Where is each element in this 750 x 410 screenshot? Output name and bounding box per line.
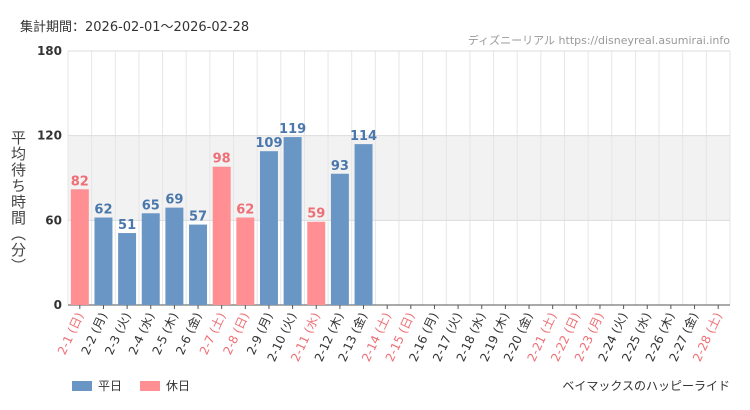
bar — [307, 221, 326, 305]
data-label: 109 — [255, 136, 282, 151]
bar — [118, 233, 137, 305]
legend-swatch-weekday — [72, 380, 92, 391]
legend-label-weekday: 平日 — [98, 379, 123, 393]
y-axis-label: 平均待ち時間（分） — [9, 130, 27, 274]
data-label: 114 — [350, 129, 377, 144]
data-label: 62 — [236, 203, 254, 218]
data-label: 62 — [94, 203, 112, 218]
legend-item-holiday: 休日 — [140, 377, 190, 394]
ride-name: ベイマックスのハッピーライド — [562, 379, 730, 393]
bar — [330, 173, 349, 305]
bar — [283, 137, 302, 305]
bar — [70, 189, 89, 305]
bar — [94, 217, 113, 305]
data-label: 59 — [307, 207, 325, 222]
bar — [141, 213, 160, 305]
data-label: 119 — [279, 122, 306, 137]
legend: 平日 休日 — [72, 377, 190, 394]
bar — [189, 224, 208, 305]
bar — [354, 144, 373, 305]
data-label: 93 — [331, 159, 349, 174]
legend-item-weekday: 平日 — [72, 377, 122, 394]
data-label: 65 — [142, 198, 160, 213]
period-label: 集計期間：2026-02-01～2026-02-28 — [20, 20, 250, 35]
bar — [165, 207, 184, 305]
legend-swatch-holiday — [140, 380, 161, 391]
data-label: 82 — [71, 174, 89, 189]
data-label: 69 — [165, 193, 183, 208]
bar — [259, 151, 278, 305]
bar — [236, 217, 255, 305]
data-label: 51 — [118, 218, 136, 233]
data-label: 57 — [189, 210, 207, 225]
legend-label-holiday: 休日 — [166, 379, 191, 393]
y-tick-label: 0 — [54, 298, 62, 312]
bar — [212, 166, 231, 305]
data-label: 98 — [213, 152, 231, 167]
y-tick-label: 60 — [45, 213, 62, 227]
source-label: ディズニーリアル https://disneyreal.asumirai.inf… — [467, 34, 730, 47]
y-tick-label: 180 — [37, 44, 62, 58]
y-tick-label: 120 — [37, 129, 62, 143]
